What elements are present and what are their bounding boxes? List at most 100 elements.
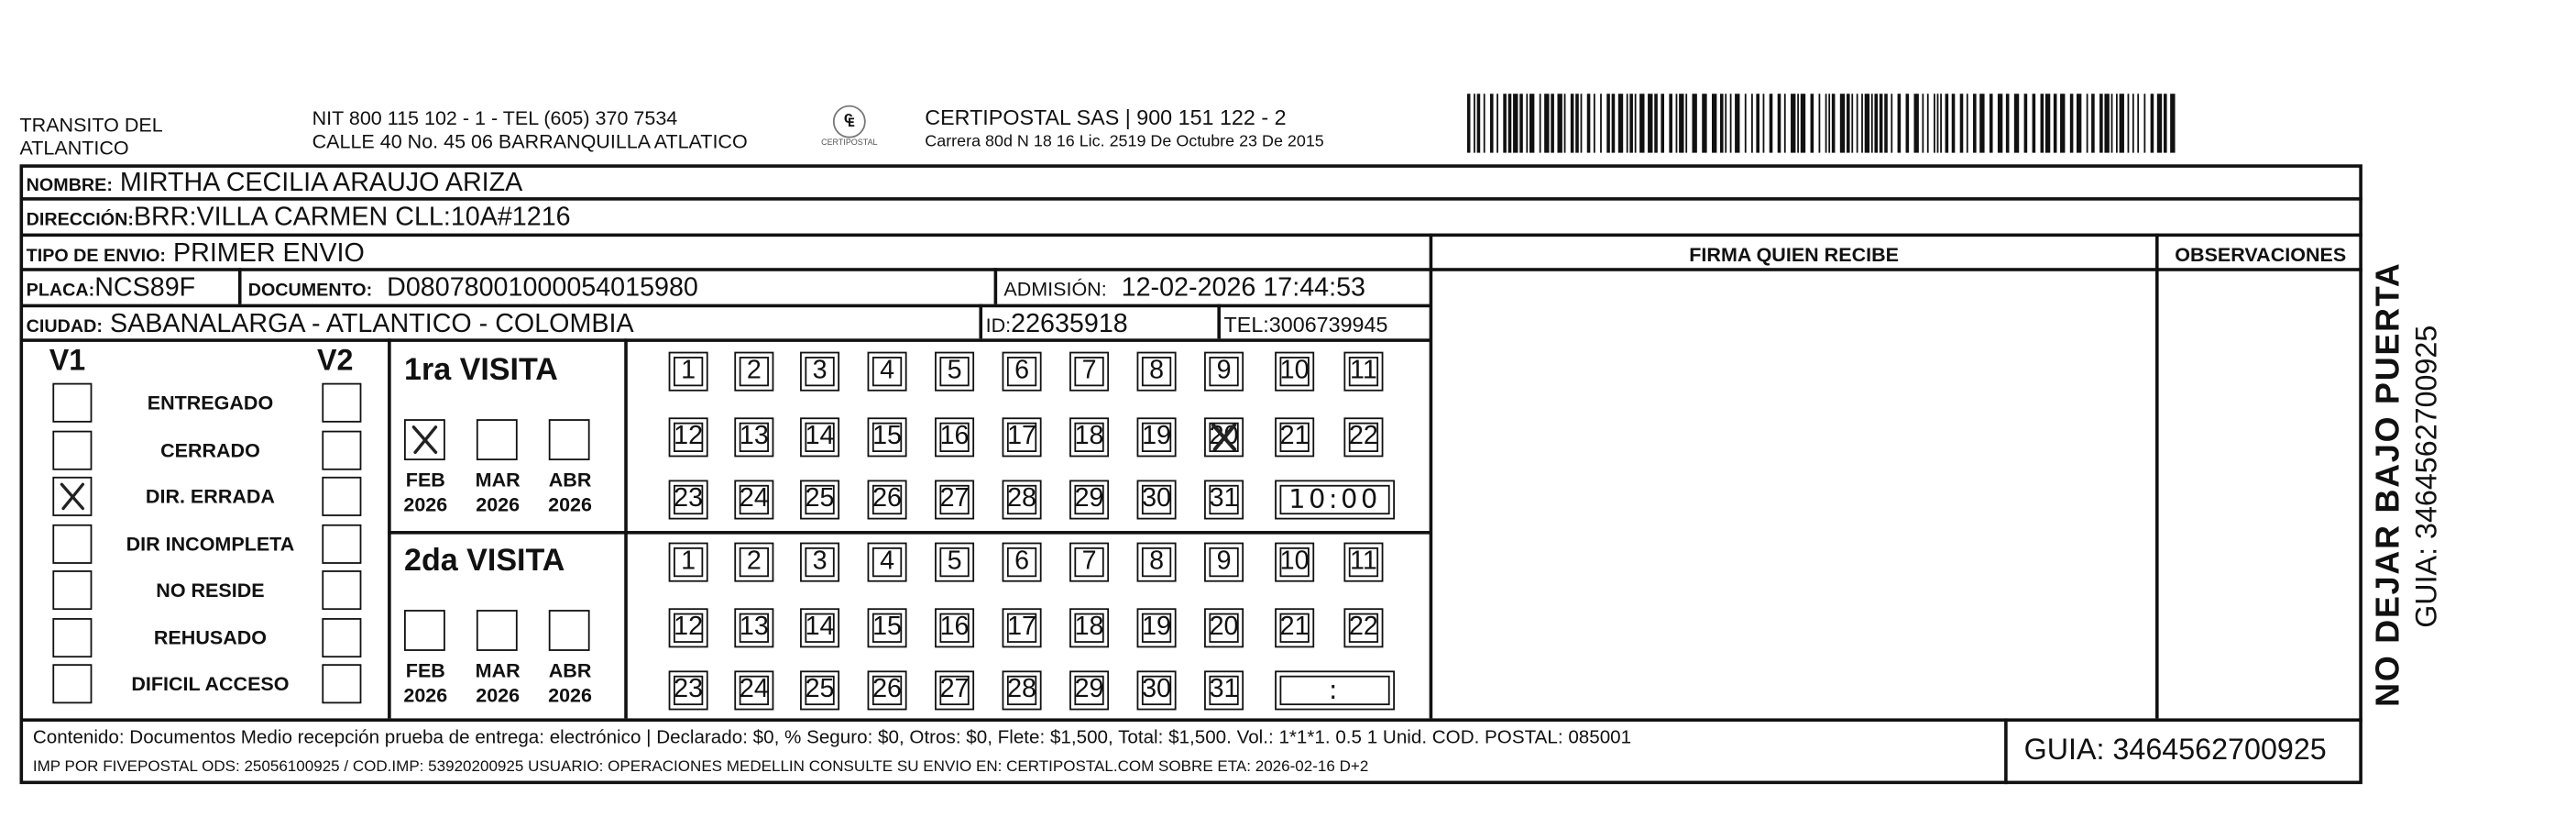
v2-checkbox[interactable] (322, 476, 362, 516)
day-number: 11 (1350, 547, 1377, 576)
day-box[interactable]: 2 (734, 542, 774, 582)
v1-checkbox[interactable] (52, 618, 93, 658)
v1-checkbox[interactable] (52, 382, 93, 423)
day-box[interactable]: 30 (1136, 480, 1177, 520)
day-box[interactable]: 9 (1204, 351, 1244, 392)
day-box[interactable]: 21 (1275, 417, 1315, 458)
day-box[interactable]: 8 (1136, 542, 1177, 582)
v1-checkbox[interactable] (52, 524, 93, 564)
day-box[interactable]: 7 (1069, 542, 1110, 582)
v2-checkbox[interactable] (322, 430, 362, 470)
day-box[interactable]: 18 (1069, 608, 1110, 648)
day-box[interactable]: 28 (1002, 670, 1042, 711)
day-box[interactable]: 1 (668, 542, 708, 582)
day-box[interactable]: 4 (867, 351, 907, 392)
month-checkbox[interactable] (404, 419, 445, 460)
day-box[interactable]: 24 (734, 670, 774, 711)
barcode-bar (2091, 94, 2095, 153)
nit: NIT 800 115 102 - 1 - TEL (605) 370 7534 (312, 106, 678, 130)
day-box[interactable]: 9 (1204, 542, 1244, 582)
day-box[interactable]: 23 (668, 480, 708, 520)
day-box[interactable]: 7 (1069, 351, 1110, 392)
day-box[interactable]: 20 (1204, 417, 1244, 458)
barcode-bar (1575, 94, 1579, 153)
month-checkbox[interactable] (476, 419, 518, 460)
day-box[interactable]: 28 (1002, 480, 1042, 520)
v2-checkbox[interactable] (322, 618, 362, 658)
day-box[interactable]: 5 (935, 542, 975, 582)
day-box[interactable]: 27 (935, 670, 975, 711)
v2-checkbox[interactable] (322, 524, 362, 564)
day-box[interactable]: 8 (1136, 351, 1177, 392)
day-box[interactable]: 16 (935, 417, 975, 458)
month-checkbox[interactable] (404, 610, 445, 651)
day-box[interactable]: 4 (867, 542, 907, 582)
day-box[interactable]: 25 (800, 480, 840, 520)
day-box[interactable]: 22 (1343, 608, 1384, 648)
day-box[interactable]: 20 (1204, 608, 1244, 648)
v1-checkbox[interactable] (52, 476, 93, 516)
day-box[interactable]: 25 (800, 670, 840, 711)
day-box[interactable]: 22 (1343, 417, 1384, 458)
day-box[interactable]: 10 (1275, 542, 1315, 582)
day-box[interactable]: 11 (1343, 542, 1384, 582)
time-box[interactable]: : (1275, 670, 1396, 711)
day-box[interactable]: 10 (1275, 351, 1315, 392)
day-box[interactable]: 24 (734, 480, 774, 520)
day-box[interactable]: 15 (867, 417, 907, 458)
v2-checkbox[interactable] (322, 382, 362, 423)
day-box[interactable]: 19 (1136, 417, 1177, 458)
day-box[interactable]: 18 (1069, 417, 1110, 458)
day-box[interactable]: 2 (734, 351, 774, 392)
day-box[interactable]: 15 (867, 608, 907, 648)
day-number: 19 (1142, 422, 1171, 451)
day-box[interactable]: 26 (867, 670, 907, 711)
v2-checkbox[interactable] (322, 664, 362, 704)
day-box[interactable]: 17 (1002, 417, 1042, 458)
day-box[interactable]: 31 (1204, 480, 1244, 520)
day-box[interactable]: 17 (1002, 608, 1042, 648)
barcode-bar (1861, 94, 1863, 153)
day-box[interactable]: 6 (1002, 351, 1042, 392)
day-box[interactable]: 3 (800, 351, 840, 392)
v2-checkbox[interactable] (322, 570, 362, 611)
day-box[interactable]: 14 (800, 417, 840, 458)
day-box[interactable]: 13 (734, 417, 774, 458)
observations-area[interactable] (2159, 270, 2362, 718)
time-box[interactable]: 10:00 (1275, 480, 1396, 520)
day-box[interactable]: 29 (1069, 670, 1110, 711)
v1-checkbox[interactable] (52, 570, 93, 611)
signature-area[interactable] (1432, 270, 2155, 718)
day-box[interactable]: 19 (1136, 608, 1177, 648)
day-box[interactable]: 29 (1069, 480, 1110, 520)
v1-checkbox[interactable] (52, 664, 93, 704)
month-checkbox[interactable] (476, 610, 518, 651)
day-box[interactable]: 16 (935, 608, 975, 648)
day-box[interactable]: 13 (734, 608, 774, 648)
day-box[interactable]: 26 (867, 480, 907, 520)
month-checkbox[interactable] (548, 419, 590, 460)
day-box[interactable]: 23 (668, 670, 708, 711)
day-box[interactable]: 12 (668, 608, 708, 648)
nombre-field: NOMBRE: MIRTHA CECILIA ARAUJO ARIZA (27, 170, 523, 199)
barcode-bar (2104, 94, 2110, 153)
day-box[interactable]: 14 (800, 608, 840, 648)
day-box[interactable]: 11 (1343, 351, 1384, 392)
barcode-bar (1825, 94, 1827, 153)
day-box[interactable]: 27 (935, 480, 975, 520)
day-box[interactable]: 1 (668, 351, 708, 392)
day-number: 29 (1074, 675, 1104, 704)
day-box[interactable]: 5 (935, 351, 975, 392)
id-value: 22635918 (1011, 310, 1128, 339)
day-box[interactable]: 6 (1002, 542, 1042, 582)
day-box[interactable]: 30 (1136, 670, 1177, 711)
barcode-bar (1507, 94, 1512, 153)
day-box[interactable]: 21 (1275, 608, 1315, 648)
day-box[interactable]: 3 (800, 542, 840, 582)
day-number: 10 (1279, 357, 1310, 385)
id-field: ID:22635918 (986, 311, 1128, 340)
day-box[interactable]: 31 (1204, 670, 1244, 711)
month-checkbox[interactable] (548, 610, 590, 651)
v1-checkbox[interactable] (52, 430, 93, 470)
day-box[interactable]: 12 (668, 417, 708, 458)
